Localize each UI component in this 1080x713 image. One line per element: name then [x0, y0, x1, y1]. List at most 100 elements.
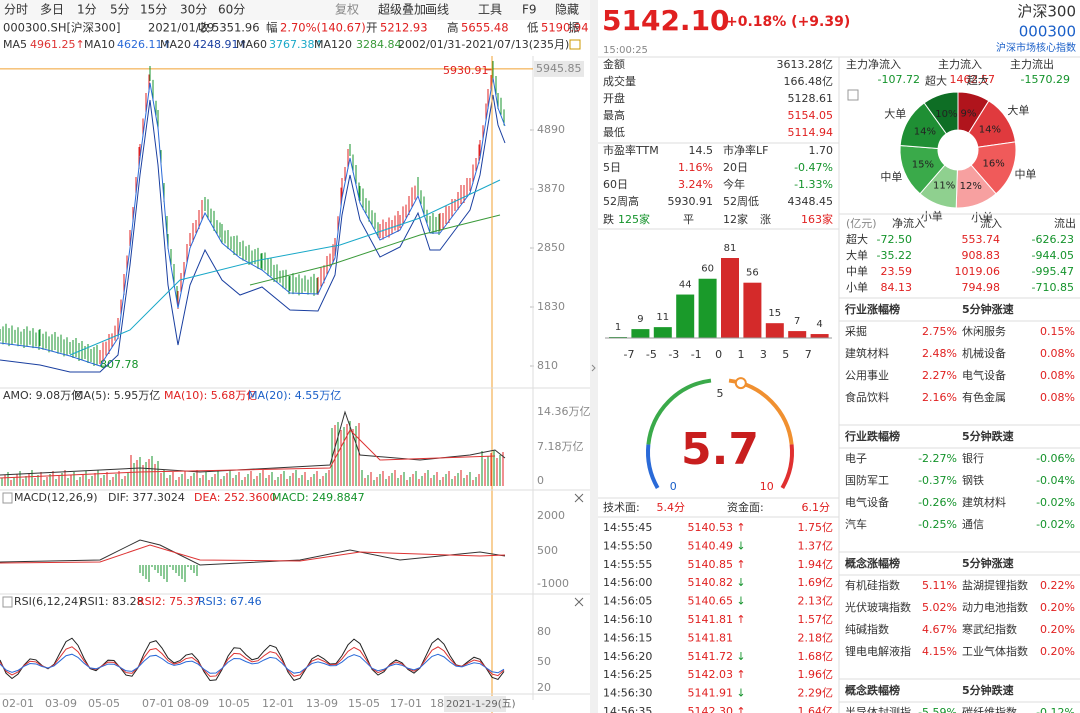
date-label: 03-09	[45, 697, 77, 710]
board-name[interactable]: 建筑材料	[845, 346, 889, 360]
tool-button[interactable]: 隐藏	[555, 3, 579, 17]
flow-table-cell: -995.47	[1032, 265, 1074, 278]
board-name[interactable]: 半导体封测指	[845, 705, 911, 713]
board-name[interactable]: 休闲服务	[962, 324, 1006, 338]
breadth-text: 跌	[603, 212, 614, 226]
tick-price: 5140.85	[688, 558, 734, 571]
tick-direction: ↑	[736, 705, 745, 713]
board-name[interactable]: 工业气体指数	[962, 644, 1028, 658]
board-name[interactable]: 动力电池指数	[962, 600, 1028, 614]
gauge-tick: 0	[670, 480, 677, 493]
tick-time: 14:56:20	[603, 650, 652, 663]
volume-axis-label: 7.18万亿	[537, 440, 584, 453]
board-name[interactable]: 寒武纪指数	[962, 622, 1017, 636]
board-name[interactable]: 电气设备	[845, 495, 889, 509]
board-change: -0.25%	[918, 518, 957, 531]
board-name[interactable]: 纯碱指数	[845, 622, 889, 636]
score-text: 6.1分	[802, 501, 831, 514]
dist-tick: 7	[805, 348, 812, 361]
period-tab[interactable]: 15分	[140, 3, 167, 17]
dist-tick: 3	[760, 348, 767, 361]
stat-label: 成交量	[603, 74, 636, 88]
period-tab[interactable]: 1分	[77, 3, 97, 17]
board-name[interactable]: 采掘	[845, 324, 867, 338]
board-name[interactable]: 锂电电解液指	[845, 644, 911, 658]
settings-icon	[569, 39, 581, 50]
flow-header: 主力流入	[938, 57, 982, 71]
bar-date: 2021/01/29	[148, 21, 214, 35]
tool-button[interactable]: 超级叠加	[378, 2, 426, 17]
flow-value: 1462.57	[950, 73, 996, 86]
tick-time: 14:56:00	[603, 576, 652, 589]
macd-header: MACD: 249.8847	[272, 491, 365, 504]
tool-button[interactable]: 复权	[335, 3, 359, 17]
ma-line	[69, 179, 501, 356]
board-name[interactable]: 电子	[845, 452, 867, 465]
pie-percent: 15%	[912, 159, 934, 170]
tick-direction: ↑	[736, 521, 745, 534]
board-name[interactable]: 公用事业	[845, 369, 889, 382]
board-name[interactable]: 电气设备	[962, 368, 1006, 382]
flow-table-cell: 84.13	[881, 281, 913, 294]
price-axis-label: 4890	[537, 123, 565, 136]
tool-button[interactable]: F9	[522, 3, 537, 17]
index-link[interactable]: 沪深市场核心指数	[996, 41, 1076, 54]
ratio-value: 14.5	[689, 144, 714, 157]
pie-label: 大单	[884, 107, 906, 121]
splitter	[590, 0, 598, 713]
date-label: 07-01	[142, 697, 174, 710]
board-name[interactable]: 钢铁	[962, 474, 984, 487]
breadth-text: 12家	[723, 212, 748, 226]
board-name[interactable]: 有色金属	[962, 390, 1006, 404]
board-name[interactable]: 有机硅指数	[845, 578, 900, 592]
ma-label: MA60	[236, 38, 267, 51]
board-change: 4.67%	[922, 623, 957, 636]
ratio-value: -0.47%	[794, 161, 833, 174]
tick-direction: ↑	[736, 613, 745, 626]
board-name[interactable]: 国防军工	[845, 473, 889, 487]
tick-direction: ↑	[736, 558, 745, 571]
board-name[interactable]: 光伏玻璃指数	[845, 600, 911, 614]
date-label: 15-05	[348, 697, 380, 710]
board-name[interactable]: 汽车	[845, 517, 867, 531]
period-tab[interactable]: 30分	[180, 3, 207, 17]
board-name[interactable]: 食品饮料	[845, 390, 889, 404]
dist-tick: -7	[624, 348, 635, 361]
board-change: 0.08%	[1040, 347, 1075, 360]
ratio-label: 市净率LF	[723, 143, 768, 157]
ma-label: MA120	[314, 38, 352, 51]
flow-table-cell: -72.50	[877, 233, 912, 246]
macd-header: MACD(12,26,9)	[14, 491, 98, 504]
stat-label: 最高	[603, 108, 625, 122]
tool-button[interactable]: 画线	[425, 3, 449, 17]
period-tab[interactable]: 分时	[4, 3, 28, 17]
high-label: 5930.91	[443, 64, 489, 77]
flow-table-cell: 553.74	[962, 233, 1001, 246]
tool-button[interactable]: 工具	[478, 3, 502, 17]
board-title: 行业涨幅榜	[844, 302, 900, 316]
flow-table-cell: 中单	[846, 265, 868, 278]
last-price: 5142.10	[602, 4, 730, 37]
tick-amount: 2.18亿	[798, 631, 834, 644]
period-tab[interactable]: 60分	[218, 3, 245, 17]
pie-label: 大单	[1007, 103, 1029, 117]
board-change: 0.22%	[1040, 579, 1075, 592]
board-name[interactable]: 通信	[962, 518, 984, 531]
volume-axis-label: 0	[537, 474, 544, 487]
pie-label: 超大	[967, 73, 989, 87]
board-name[interactable]: 机械设备	[962, 346, 1006, 360]
board-name[interactable]: 建筑材料	[962, 495, 1006, 509]
period-tab[interactable]: 多日	[40, 3, 64, 17]
pie-label: 小单	[921, 210, 943, 223]
period-tab[interactable]: 5分	[110, 3, 130, 17]
board-name[interactable]: 银行	[962, 451, 984, 465]
flow-table-cell: 1019.06	[955, 265, 1001, 278]
board-name[interactable]: 碳纤维指数	[962, 705, 1017, 713]
board-title: 5分钟跌速	[962, 429, 1014, 443]
date-label: 18	[430, 697, 444, 710]
pie-percent: 10%	[935, 109, 957, 120]
dea-line	[0, 544, 506, 564]
field-label: 低	[527, 21, 539, 35]
board-name[interactable]: 盐湖提锂指数	[962, 578, 1028, 592]
price-axis-label: 1830	[537, 300, 565, 313]
